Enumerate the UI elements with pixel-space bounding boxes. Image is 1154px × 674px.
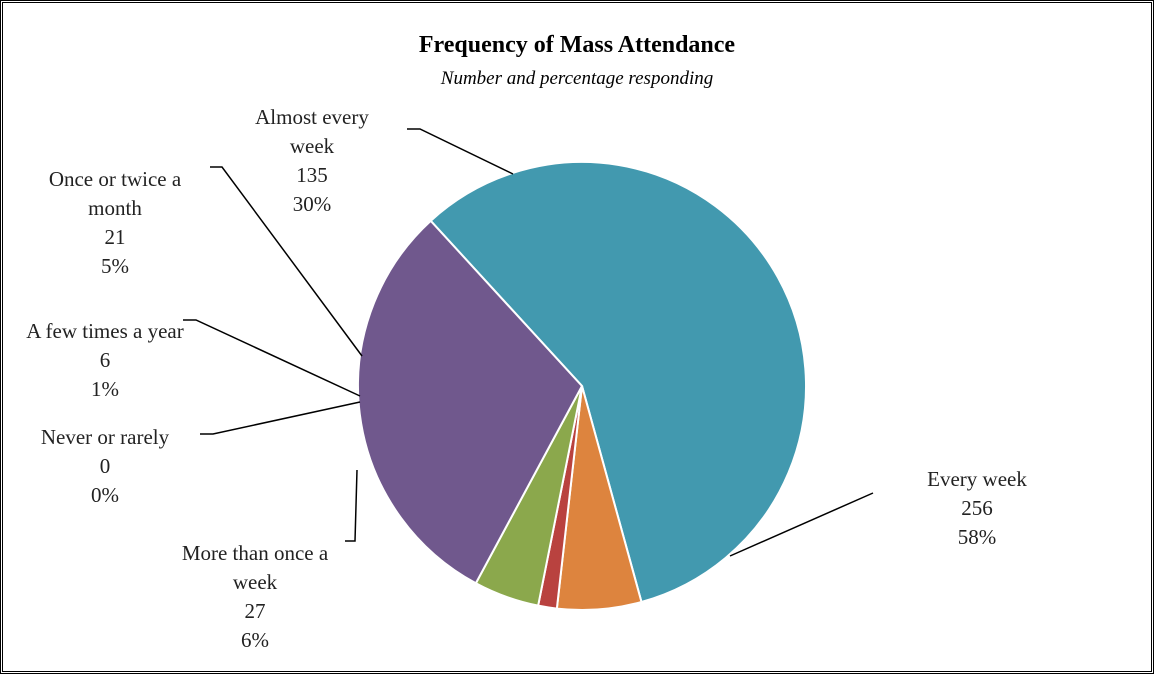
chart-subtitle: Number and percentage responding <box>440 68 713 89</box>
leader-line <box>345 469 358 542</box>
pie-slice <box>357 219 584 585</box>
slice-label: month <box>88 196 142 220</box>
slice-percent: 1% <box>91 377 119 401</box>
slice-label: week <box>290 134 335 158</box>
slice-label: week <box>233 570 278 594</box>
chart-title: Frequency of Mass Attendance <box>419 32 736 58</box>
slice-percent: 30% <box>293 192 332 216</box>
leader-line <box>210 166 363 357</box>
slice-label: More than once a <box>182 541 329 565</box>
leader-line <box>407 128 514 175</box>
slice-count: 21 <box>105 225 126 249</box>
pie-slice <box>429 161 807 604</box>
slice-label: A few times a year <box>26 319 183 343</box>
slice-label: Once or twice a <box>49 167 182 191</box>
slice-percent: 58% <box>958 525 997 549</box>
slice-count: 135 <box>296 163 328 187</box>
slice-label: Never or rarely <box>41 425 170 449</box>
slice-label: Every week <box>927 467 1027 491</box>
slice-label: Almost every <box>255 105 369 129</box>
slice-count: 256 <box>961 496 993 520</box>
slice-percent: 5% <box>101 254 129 278</box>
slice-percent: 0% <box>91 483 119 507</box>
leader-line <box>183 319 361 397</box>
slice-percent: 6% <box>241 628 269 652</box>
leader-line <box>200 401 361 435</box>
leader-line <box>729 492 874 557</box>
slice-count: 6 <box>100 348 111 372</box>
slice-count: 0 <box>100 454 111 478</box>
slice-count: 27 <box>245 599 266 623</box>
